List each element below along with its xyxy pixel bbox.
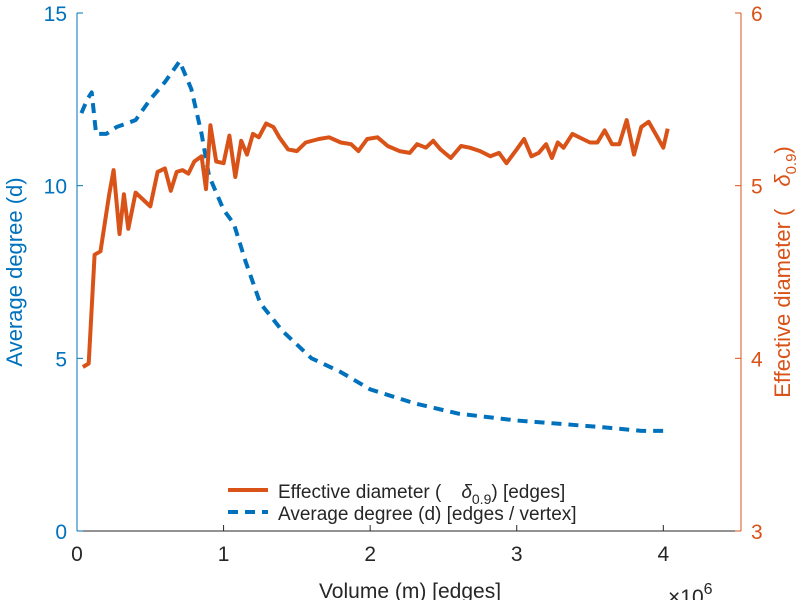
legend-label-pre: Effective diameter ( <box>278 482 442 503</box>
left-y-tick-label: 0 <box>55 521 67 544</box>
axes: 0 1 2 3 4 0 5 10 15 3 4 5 6 <box>44 3 763 566</box>
average-degree-line <box>79 59 664 433</box>
legend-label-average-degree: Average degree (d) [edges / vertex] <box>278 504 577 525</box>
x-tick-label: 0 <box>71 543 83 566</box>
left-y-tick-label: 15 <box>44 3 67 26</box>
x-tick-label: 3 <box>511 543 523 566</box>
right-y-tick-label: 3 <box>751 521 763 544</box>
x-tick-label: 2 <box>364 543 376 566</box>
left-y-tick-label: 10 <box>44 176 67 199</box>
legend-label-post: ) [edges] <box>491 482 565 503</box>
legend: Average degree (d) [edges / vertex] Effe… <box>228 482 577 525</box>
right-axis-label: Effective diameter (δ0.9) <box>770 146 800 398</box>
left-axis-label: Average degree (d) <box>2 177 27 366</box>
left-y-tick-label: 5 <box>55 348 67 371</box>
legend-label-symbol: δ <box>461 482 472 503</box>
right-y-tick-label: 5 <box>751 176 763 199</box>
x-axis-label: Volume (m) [edges] <box>319 580 501 600</box>
x-axis-exponent: ×106 <box>668 581 713 600</box>
x-tick-label: 4 <box>657 543 669 566</box>
series-layer <box>79 59 670 433</box>
x-tick-label: 1 <box>218 543 230 566</box>
legend-label-sub: 0.9 <box>472 491 492 507</box>
legend-label-effective-diameter: Effective diameter ( δ0.9) [edges] <box>278 482 565 507</box>
right-y-tick-label: 6 <box>751 3 763 26</box>
right-y-tick-label: 4 <box>751 348 763 371</box>
effective-diameter-line <box>81 118 670 369</box>
